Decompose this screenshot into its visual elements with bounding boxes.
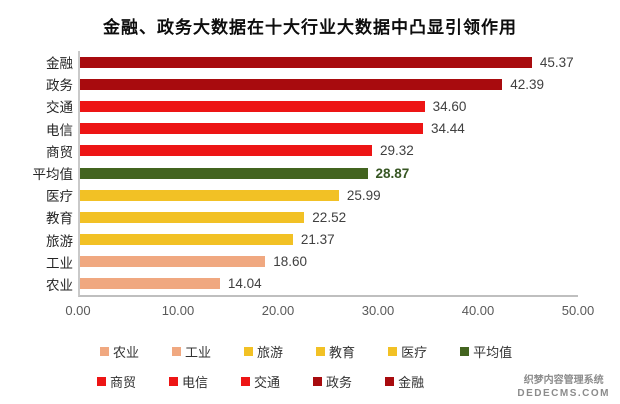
watermark-line2: DEDECMS.COM (517, 388, 610, 399)
bar (80, 234, 293, 246)
plot-area: 金融 45.37 政务 42.39 交通 34.60 电信 34.44 商贸 29.32 平均值 28… (33, 51, 578, 297)
legend-label: 农业 (113, 345, 140, 360)
bar (80, 56, 532, 68)
legend-item: 商贸 (97, 372, 136, 391)
legend-item: 电信 (169, 372, 208, 391)
bar-row: 电信 34.44 (46, 118, 578, 140)
value-label: 45.37 (539, 54, 574, 70)
legend-label: 工业 (185, 345, 212, 360)
value-label: 29.32 (380, 143, 414, 159)
legend-item: 医疗 (388, 342, 427, 361)
x-tick-label: 30.00 (361, 303, 395, 318)
category-label: 政务 (46, 78, 73, 94)
watermark-line1: 织梦内容管理系统 (523, 375, 604, 386)
legend-item: 金融 (385, 372, 424, 391)
bar-row: 农业 14.04 (46, 273, 578, 295)
legend-label: 旅游 (257, 345, 284, 360)
category-label: 医疗 (46, 189, 73, 205)
category-label: 农业 (46, 277, 73, 293)
legend-swatch-icon (460, 347, 470, 356)
bar-row: 旅游 21.37 (46, 229, 578, 251)
x-tick-label: 50.00 (561, 303, 595, 318)
legend-item: 教育 (316, 342, 355, 361)
legend-swatch-icon (244, 347, 254, 356)
bar-row: 医疗 25.99 (46, 184, 578, 206)
bar-row: 教育 22.52 (46, 206, 578, 228)
bar-row: 交通 34.60 (46, 95, 578, 117)
legend-swatch-icon (313, 377, 323, 386)
legend-item: 旅游 (244, 342, 283, 361)
legend-label: 金融 (398, 375, 425, 390)
value-label: 22.52 (312, 209, 347, 225)
legend-label: 政务 (326, 375, 353, 390)
category-label: 教育 (46, 211, 73, 227)
legend-item: 交通 (241, 372, 280, 391)
bar-row: 工业 18.60 (46, 251, 578, 273)
legend-label: 医疗 (401, 345, 428, 360)
legend-swatch-icon (172, 347, 182, 356)
bar-row: 政务 42.39 (46, 73, 578, 95)
x-tick-label: 0.00 (65, 303, 91, 318)
value-label: 18.60 (273, 254, 308, 270)
legend-row-2: 商贸 电信 交通 政务 金融 (97, 372, 424, 391)
bar (80, 211, 305, 223)
value-label: 21.37 (300, 232, 335, 248)
bar (80, 167, 368, 179)
category-label: 金融 (46, 56, 73, 72)
category-label: 旅游 (46, 233, 73, 249)
chart-title: 金融、政务大数据在十大行业大数据中凸显引领作用 (103, 18, 517, 37)
bar-row: 平均值 28.87 (33, 162, 578, 184)
x-tick-label: 20.00 (261, 303, 295, 318)
value-label: 34.44 (431, 121, 465, 137)
legend-item: 工业 (172, 342, 211, 361)
legend-swatch-icon (97, 377, 106, 386)
value-label: 34.60 (432, 98, 467, 114)
legend-swatch-icon (385, 377, 395, 386)
value-label: 14.04 (227, 276, 262, 292)
bar (80, 256, 266, 268)
legend-item: 平均值 (460, 342, 512, 361)
category-label: 工业 (46, 255, 73, 271)
legend-swatch-icon (241, 377, 251, 386)
category-label: 电信 (46, 122, 73, 138)
bar (80, 123, 424, 135)
bar (80, 100, 425, 112)
category-label: 平均值 (32, 167, 74, 183)
legend-label: 商贸 (110, 375, 137, 390)
x-tick-label: 10.00 (161, 303, 195, 318)
bar-rows: 金融 45.37 政务 42.39 交通 34.60 电信 34.44 商贸 29.32 平均值 28… (33, 51, 578, 295)
legend-row-1: 农业 工业 旅游 教育 医疗 平均值 (100, 342, 512, 361)
legend-label: 平均值 (473, 345, 513, 360)
legend-item: 政务 (313, 372, 352, 391)
legend-swatch-icon (388, 347, 398, 356)
bar-row: 商贸 29.32 (46, 140, 578, 162)
watermark: 织梦内容管理系统 DEDECMS.COM (517, 374, 610, 400)
value-label: 28.87 (375, 165, 410, 181)
legend-swatch-icon (100, 347, 109, 356)
category-label: 商贸 (46, 144, 73, 160)
value-label: 25.99 (346, 187, 381, 203)
bar-row: 金融 45.37 (46, 51, 578, 73)
legend-label: 电信 (182, 375, 209, 390)
category-label: 交通 (46, 100, 73, 116)
bar (80, 278, 220, 290)
legend-label: 交通 (254, 375, 281, 390)
legend-item: 农业 (100, 342, 139, 361)
x-tick-label: 40.00 (461, 303, 495, 318)
legend-swatch-icon (169, 377, 179, 386)
bar (80, 189, 339, 201)
bar (80, 78, 503, 90)
x-axis: 0.00 10.00 20.00 30.00 40.00 50.00 (65, 303, 594, 319)
bar (80, 145, 373, 157)
legend-label: 教育 (329, 345, 356, 360)
value-label: 42.39 (510, 76, 544, 92)
legend-swatch-icon (316, 347, 326, 356)
